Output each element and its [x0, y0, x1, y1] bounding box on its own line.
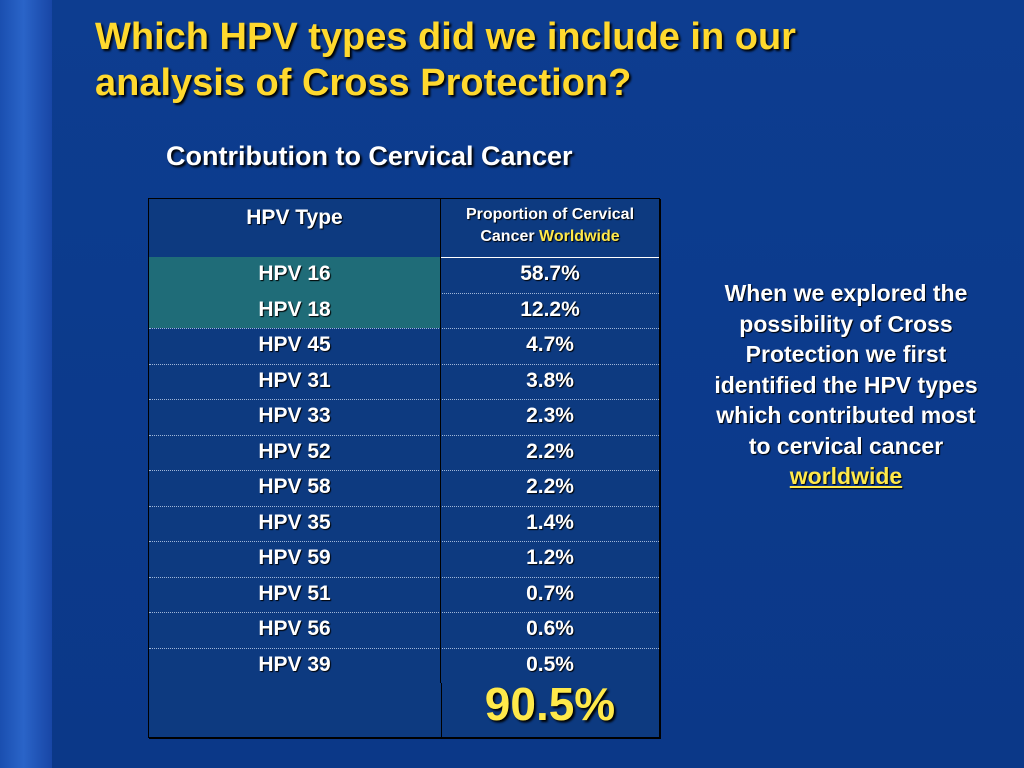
table-subtitle: Contribution to Cervical Cancer — [166, 141, 573, 171]
side-note: When we explored the possibility of Cros… — [690, 278, 1002, 492]
table-row: HPV 39 0.5% — [149, 647, 659, 683]
side-note-line5: which contributed most — [716, 402, 976, 428]
table-row: HPV 56 0.6% — [149, 612, 659, 649]
table-row: HPV 51 0.7% — [149, 576, 659, 613]
cell-hpv-type: HPV 51 — [149, 576, 441, 612]
cell-proportion: 1.2% — [526, 546, 574, 569]
cell-hpv-type: HPV 58 — [149, 470, 441, 506]
cell-proportion: 2.2% — [526, 475, 574, 498]
cell-proportion: 3.8% — [526, 368, 574, 392]
left-accent-band — [0, 0, 52, 768]
cell-proportion: 4.7% — [526, 333, 574, 356]
title-line-2: analysis of Cross Protection? — [95, 62, 632, 104]
cell-hpv-type: HPV 18 — [149, 292, 441, 328]
side-note-line2: possibility of Cross — [739, 310, 953, 337]
cell-hpv-type: HPV 16 — [149, 257, 441, 293]
header-hpv-type: HPV Type — [149, 199, 441, 257]
table-row: HPV 45 4.7% — [149, 328, 659, 365]
table-row: HPV 59 1.2% — [149, 541, 659, 578]
table-row: HPV 52 2.2% — [149, 434, 659, 471]
table-header: HPV Type Proportion of Cervical Cancer W… — [149, 199, 659, 258]
side-note-line6: to cervical cancer — [748, 432, 944, 459]
table-row: HPV 35 1.4% — [149, 505, 659, 542]
cell-hpv-type: HPV 33 — [149, 399, 441, 435]
table-row: HPV 16 58.7% — [149, 257, 659, 294]
table-row: HPV 18 12.2% — [149, 292, 659, 329]
cell-proportion: 0.6% — [526, 617, 574, 640]
cell-hpv-type: HPV 31 — [149, 363, 441, 399]
side-note-line3: Protection we first — [745, 341, 947, 367]
cell-proportion: 1.4% — [526, 510, 574, 534]
header-proportion-worldwide: Worldwide — [539, 228, 620, 245]
cell-proportion: 0.7% — [526, 581, 574, 605]
table-row: HPV 33 2.3% — [149, 399, 659, 436]
total-value: 90.5% — [484, 678, 616, 730]
cell-proportion: 2.2% — [526, 439, 574, 463]
cell-proportion: 2.3% — [526, 404, 574, 427]
side-note-worldwide: worldwide — [789, 463, 903, 489]
header-proportion-line1: Proportion of Cervical — [465, 206, 635, 223]
header-proportion-line2: Cancer Worldwide — [441, 226, 659, 248]
table-row: HPV 31 3.8% — [149, 363, 659, 400]
column-divider — [441, 683, 442, 737]
header-proportion: Proportion of Cervical Cancer Worldwide — [441, 199, 659, 257]
cell-proportion: 0.5% — [526, 652, 574, 676]
slide-title: Which HPV types did we include in our an… — [95, 14, 995, 106]
table-row: HPV 58 2.2% — [149, 470, 659, 507]
header-proportion-cancer: Cancer — [480, 228, 535, 245]
cell-proportion: 58.7% — [520, 262, 580, 285]
cell-hpv-type: HPV 39 — [149, 647, 441, 683]
cell-hpv-type: HPV 35 — [149, 505, 441, 541]
side-note-line1: When we explored the — [724, 280, 968, 306]
hpv-table: HPV Type Proportion of Cervical Cancer W… — [148, 198, 660, 738]
cell-hpv-type: HPV 59 — [149, 541, 441, 577]
side-note-line4: identified the HPV types — [714, 371, 978, 398]
cell-hpv-type: HPV 52 — [149, 434, 441, 470]
title-line-1: Which HPV types did we include in our — [95, 16, 796, 58]
cell-proportion: 12.2% — [520, 297, 580, 321]
cell-hpv-type: HPV 45 — [149, 328, 441, 364]
cell-hpv-type: HPV 56 — [149, 612, 441, 648]
